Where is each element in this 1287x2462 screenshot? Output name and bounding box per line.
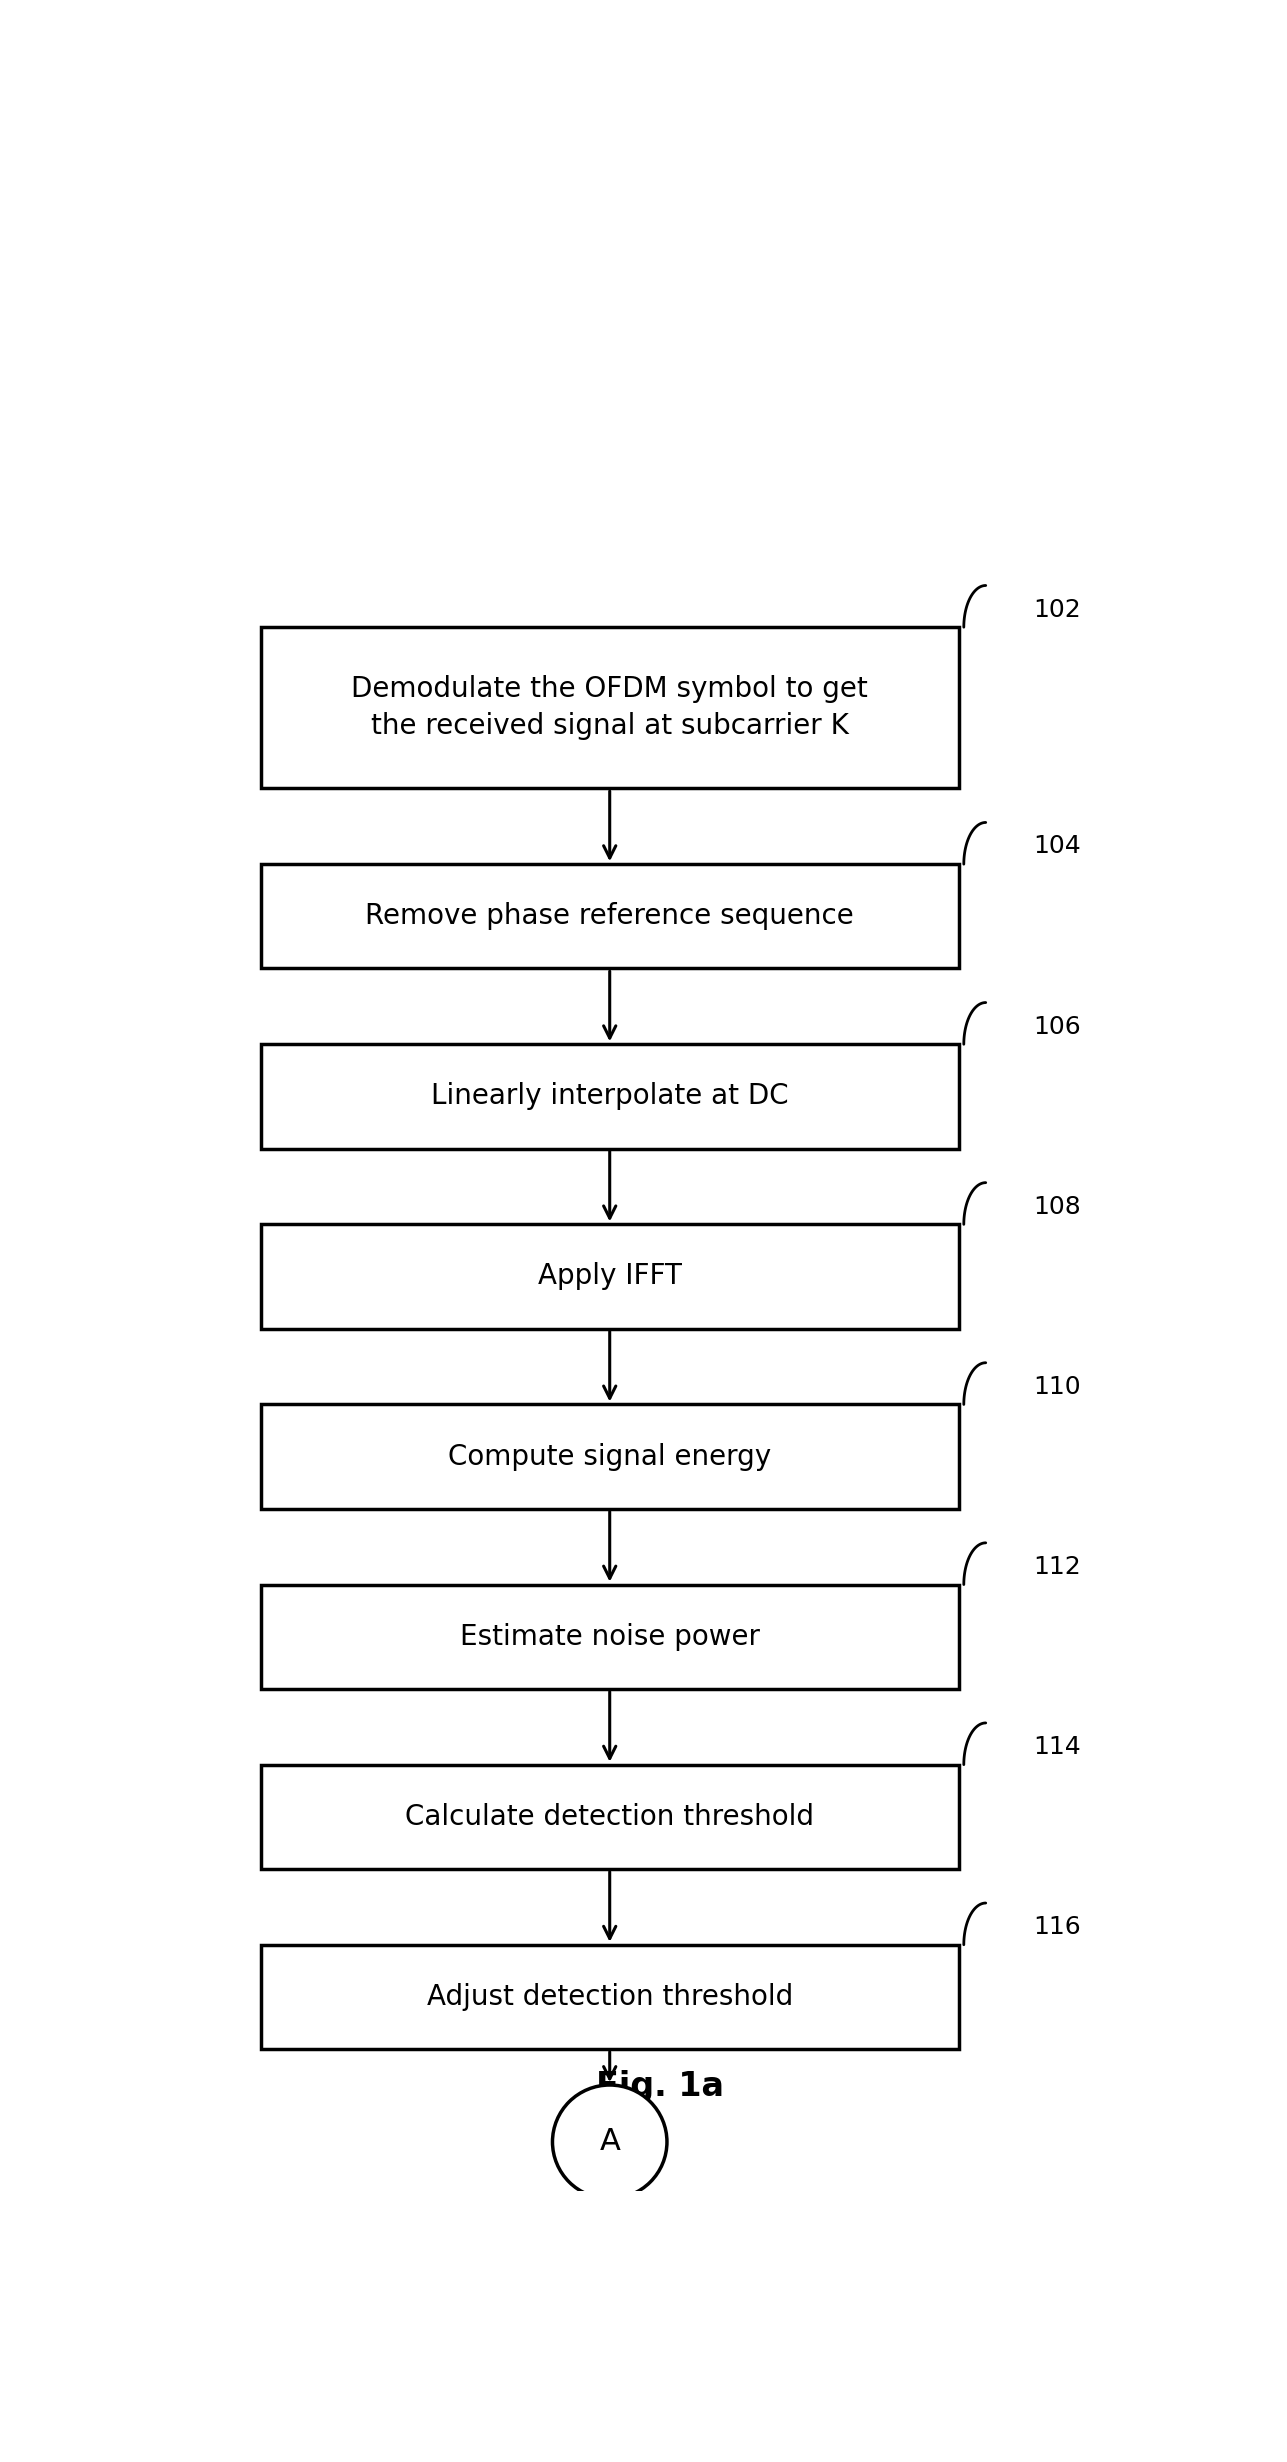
Text: 104: 104 [1033, 835, 1081, 859]
Bar [260, 1765, 959, 1869]
Text: Compute signal energy: Compute signal energy [448, 1443, 771, 1470]
Text: 108: 108 [1033, 1194, 1081, 1219]
Text: 102: 102 [1033, 598, 1081, 620]
Text: 114: 114 [1033, 1736, 1081, 1758]
Text: Apply IFFT: Apply IFFT [538, 1263, 682, 1290]
Text: 106: 106 [1033, 1014, 1081, 1039]
Text: 116: 116 [1033, 1915, 1081, 1940]
Text: Demodulate the OFDM symbol to get
the received signal at subcarrier K: Demodulate the OFDM symbol to get the re… [351, 675, 869, 741]
Text: 112: 112 [1033, 1556, 1081, 1578]
Bar [260, 628, 959, 788]
Text: Calculate detection threshold: Calculate detection threshold [405, 1802, 815, 1832]
Bar [260, 1403, 959, 1509]
Text: A: A [600, 2127, 620, 2157]
Bar [260, 1044, 959, 1150]
Bar [260, 1586, 959, 1689]
Ellipse shape [552, 2085, 667, 2199]
Bar [260, 864, 959, 968]
Bar [260, 1224, 959, 1329]
Text: Fig. 1a: Fig. 1a [596, 2071, 723, 2103]
Text: Remove phase reference sequence: Remove phase reference sequence [366, 901, 855, 931]
Bar [260, 1945, 959, 2048]
Text: Linearly interpolate at DC: Linearly interpolate at DC [431, 1083, 789, 1110]
Text: Adjust detection threshold: Adjust detection threshold [426, 1982, 793, 2011]
Text: Estimate noise power: Estimate noise power [459, 1622, 759, 1650]
Text: 110: 110 [1033, 1374, 1081, 1398]
